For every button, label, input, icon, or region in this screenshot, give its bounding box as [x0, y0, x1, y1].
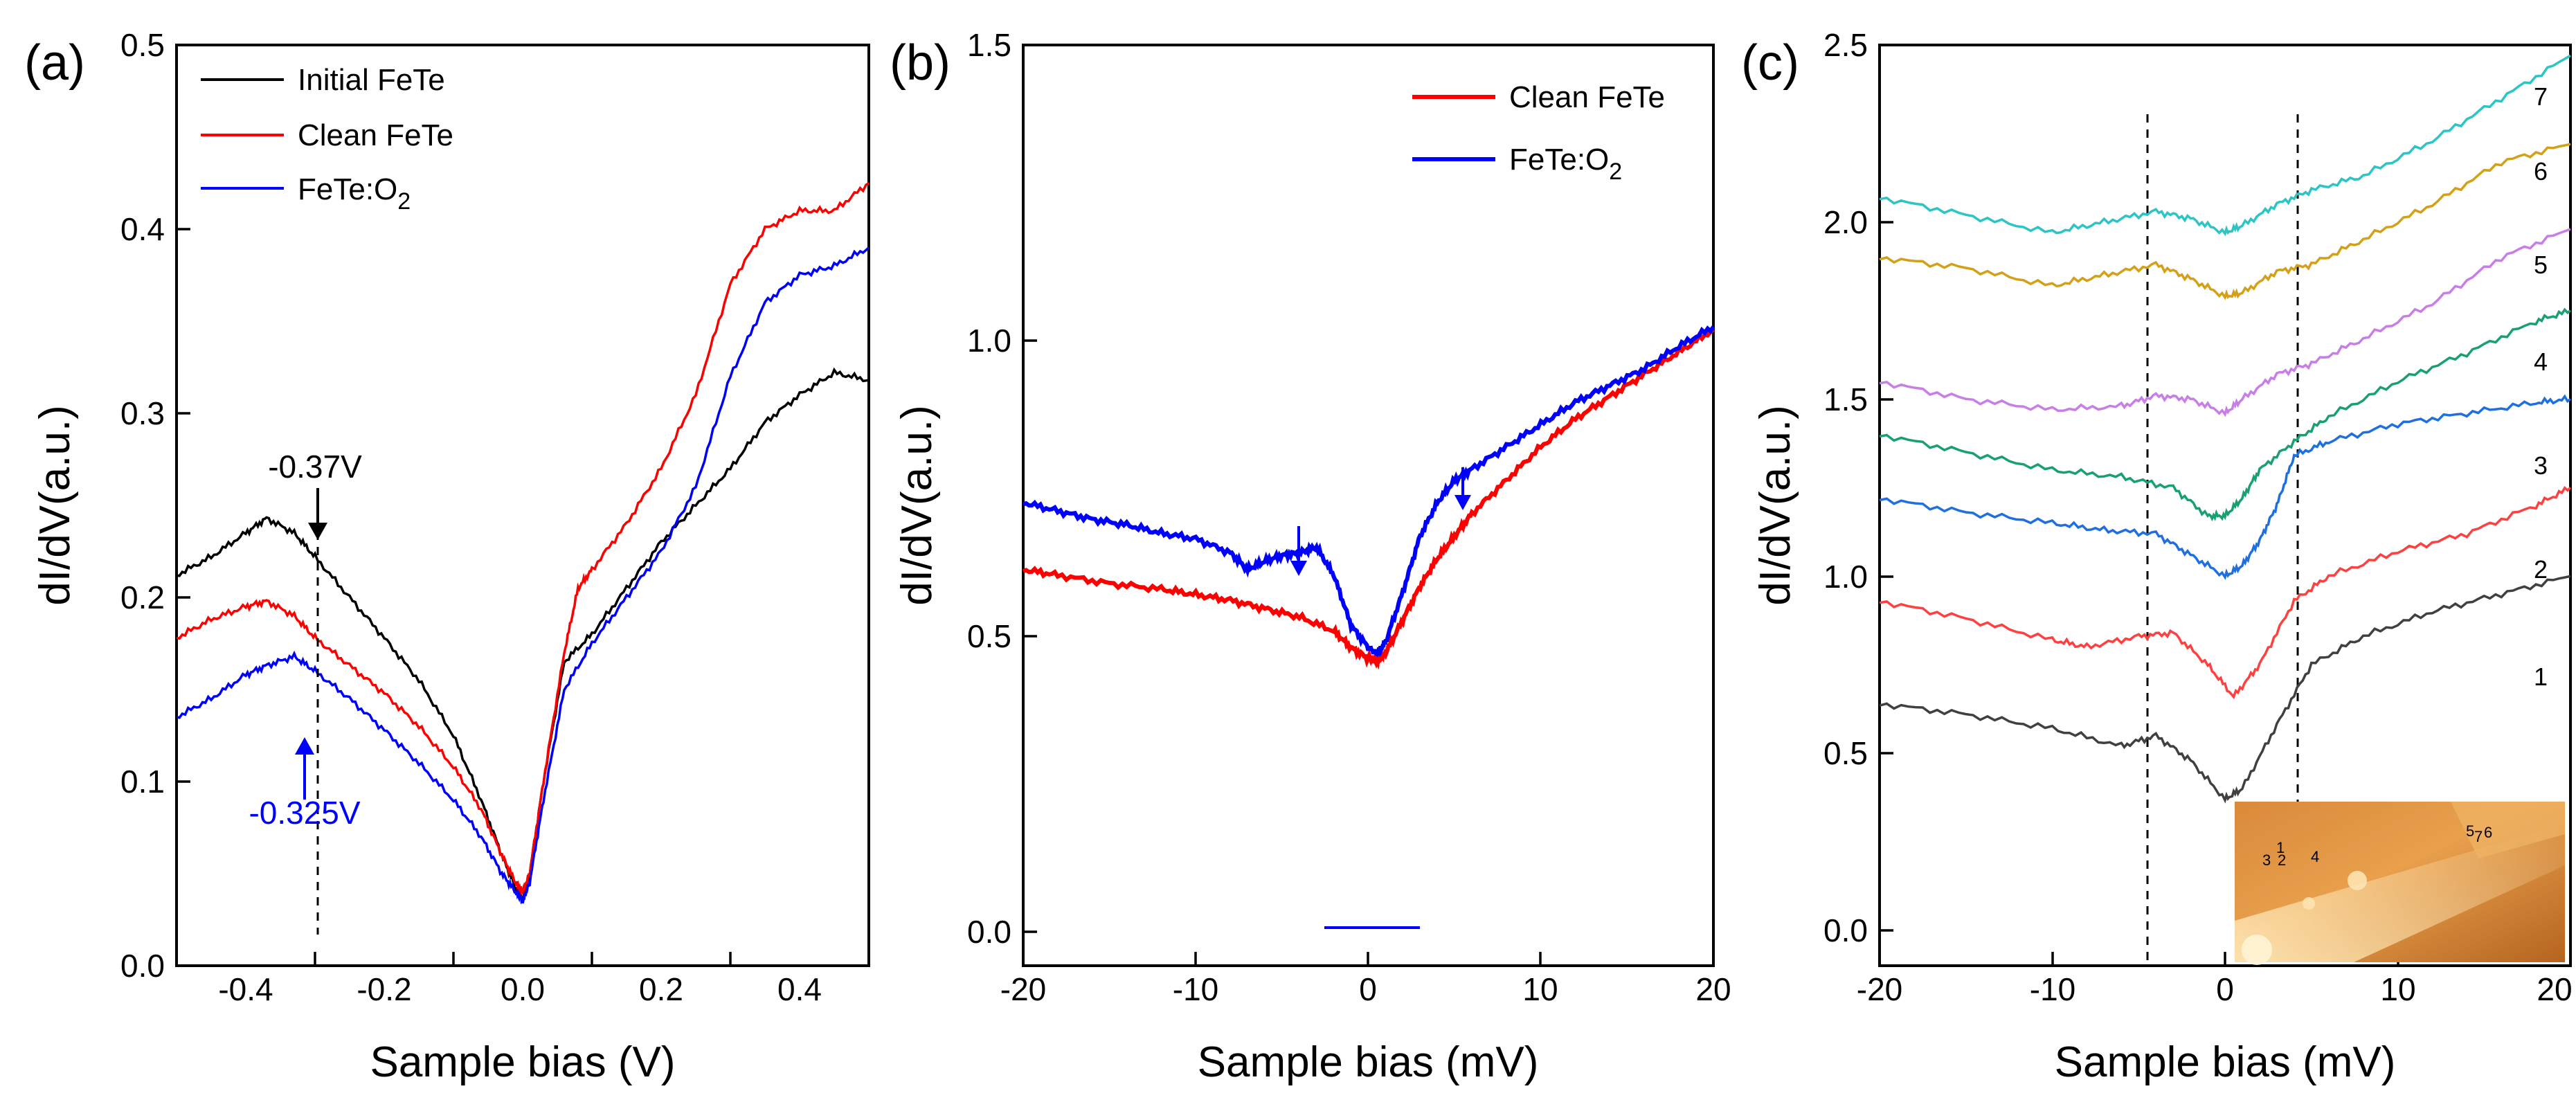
inset-step-edge: [2235, 824, 2565, 962]
down-arrow-icon: [1454, 495, 1471, 510]
series-line: [1022, 327, 1715, 670]
panel-b-label: (b): [890, 35, 951, 91]
panel-b-ticks: [1023, 339, 1542, 966]
y-tick-label: 0.2: [120, 579, 165, 615]
inset-bright-spot: [2242, 935, 2272, 965]
x-tick-label: 0.4: [777, 971, 822, 1007]
y-tick-label: 0.4: [120, 211, 165, 247]
y-tick-label: 2.0: [1823, 204, 1868, 240]
panel-b-series: [1022, 325, 1715, 670]
panel-a-ticks: [177, 228, 732, 966]
inset-point-label: 4: [2311, 848, 2319, 865]
y-axis-title: dI/dV(a.u.): [893, 405, 941, 605]
series-line: [1023, 325, 1715, 658]
inset-point-label: 1: [2276, 839, 2285, 856]
legend-label: FeTe:O2: [1509, 143, 1622, 185]
annotation-initial-peak: -0.37V: [268, 449, 362, 485]
y-axis-title: dI/dV(a.u.): [1751, 405, 1799, 605]
curve-labels: 1 2 3 4 5 6 7: [2534, 82, 2548, 691]
x-tick-label: 10: [1522, 971, 1558, 1007]
inset-bright-spot: [2303, 897, 2315, 910]
x-tick-label: -10: [1173, 971, 1218, 1007]
y-tick-label: 0.0: [120, 948, 165, 984]
y-tick-label: 0.1: [120, 764, 165, 800]
inset-point-label: 7: [2474, 828, 2483, 845]
y-tick-label: 2.5: [1823, 27, 1868, 63]
legend-label-main: FeTe:O: [1509, 143, 1609, 177]
series-line: [1879, 394, 2572, 580]
y-axis-title: dI/dV(a.u.): [31, 405, 79, 605]
panel-a-series: [176, 182, 870, 905]
stm-inset-image: 1 3 2 4 5 7 6: [2235, 802, 2565, 965]
curve-label: 6: [2534, 157, 2548, 186]
x-tick-label: 20: [1695, 971, 1731, 1007]
down-arrow-icon: [1290, 561, 1307, 576]
curve-label: 3: [2534, 451, 2548, 480]
x-tick-label: 20: [2537, 971, 2572, 1007]
legend-subscript: 2: [397, 188, 411, 215]
y-tick-label: 0.0: [967, 914, 1011, 950]
inset-point-label: 6: [2484, 824, 2492, 841]
x-axis-title: Sample bias (V): [370, 1038, 675, 1086]
panel-b-legend: Clean FeTe FeTe:O2: [1412, 80, 1665, 185]
x-tick-label: -0.2: [357, 971, 411, 1007]
x-tick-label: -10: [2030, 971, 2075, 1007]
y-tick-label: 1.5: [967, 27, 1011, 63]
x-tick-label: -20: [1000, 971, 1046, 1007]
series-line: [176, 182, 870, 896]
legend-label: Initial FeTe: [298, 63, 445, 97]
x-tick-label: 10: [2380, 971, 2415, 1007]
curve-label: 7: [2534, 82, 2548, 111]
panel-c-series: [1879, 54, 2572, 804]
y-tick-label: 0.5: [120, 27, 165, 63]
panel-c: (c) -20 -10 0 10 20 0.0 0.5 1.0 1.5 2.0 …: [1741, 27, 2573, 1086]
panel-b: (b) -20 -10 0 10 20 0.0 0.5 1.0 1.5 Samp…: [890, 27, 1731, 1086]
x-tick-label: 0: [2216, 971, 2234, 1007]
x-tick-label: 0.2: [639, 971, 683, 1007]
y-tick-label: 0.5: [967, 618, 1011, 654]
curve-label: 4: [2534, 348, 2548, 376]
inset-point-label: 2: [2278, 851, 2286, 869]
y-tick-label: 0.5: [1823, 735, 1868, 771]
series-line: [1879, 485, 2572, 700]
curve-label: 1: [2534, 662, 2548, 691]
series-line: [176, 246, 870, 905]
y-tick-label: 0.0: [1823, 912, 1868, 948]
panel-a: (a) -0.4 -0.2 0.0 0.2 0.4 0.0 0.1 0.2 0.…: [24, 27, 870, 1086]
y-tick-label: 0.3: [120, 395, 165, 431]
legend-subscript: 2: [1609, 159, 1622, 185]
curve-label: 2: [2534, 555, 2548, 584]
panel-a-label: (a): [24, 35, 85, 91]
x-tick-label: 0: [1359, 971, 1377, 1007]
legend-label: Clean FeTe: [298, 118, 453, 152]
y-tick-label: 1.0: [1823, 559, 1868, 595]
series-line: [1879, 575, 2571, 804]
y-tick-label: 1.5: [1823, 381, 1868, 417]
panel-a-legend: Initial FeTe Clean FeTe FeTe:O2: [201, 63, 453, 215]
panel-c-label: (c): [1741, 35, 1799, 91]
series-line: [1879, 54, 2571, 237]
panel-a-frame: [175, 44, 870, 967]
x-tick-label: -0.4: [218, 971, 273, 1007]
x-tick-label: 0.0: [501, 971, 545, 1007]
inset-terrace: [2451, 802, 2565, 858]
series-line: [1879, 143, 2571, 300]
x-axis-title: Sample bias (mV): [1198, 1038, 1539, 1086]
legend-label: FeTe:O2: [298, 172, 411, 215]
annotation-o2-peak: -0.325V: [249, 795, 360, 831]
x-tick-label: -20: [1857, 971, 1902, 1007]
up-arrow-icon: [295, 737, 314, 755]
curve-label: 5: [2534, 251, 2548, 279]
legend-label: Clean FeTe: [1509, 80, 1665, 114]
down-arrow-icon: [308, 523, 327, 540]
x-axis-title: Sample bias (mV): [2055, 1038, 2396, 1086]
y-tick-label: 1.0: [967, 323, 1011, 359]
series-line: [1879, 307, 2572, 522]
inset-bright-spot: [2348, 871, 2367, 890]
inset-point-label: 3: [2262, 851, 2271, 869]
inset-point-label: 5: [2466, 822, 2474, 840]
series-line: [1879, 228, 2571, 417]
